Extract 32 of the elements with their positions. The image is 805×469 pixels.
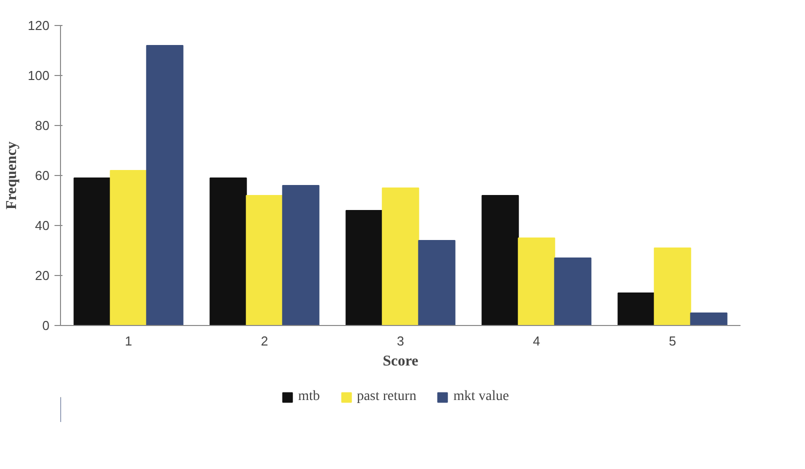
bar [418,240,456,326]
bar [618,292,655,326]
bar [146,45,184,326]
y-tick-label: 80 [35,118,50,133]
y-tick-label: 120 [28,18,50,33]
bar [210,178,247,326]
bar [74,178,111,326]
bar [690,312,728,326]
legend-label: mtb [298,389,320,405]
y-axis-title: Frequency [4,140,20,210]
x-tick-label: 1 [124,334,132,348]
y-tick-label: 20 [35,268,50,283]
y-tick-label: 40 [35,218,50,233]
bar [346,210,383,326]
y-tick-label: 60 [35,168,50,183]
x-tick-label: 5 [668,334,676,348]
bar [282,185,320,326]
bar [246,195,284,326]
bar [654,248,692,326]
bar [110,170,148,326]
bar [482,195,519,326]
bar [382,188,420,326]
x-axis-title: Score [382,354,419,370]
y-tick-label: 0 [42,318,50,333]
x-tick-label: 4 [532,334,540,348]
legend-label: mkt value [453,389,509,405]
bar [518,238,556,326]
x-tick-label: 2 [260,334,268,348]
x-tick-label: 3 [396,334,404,348]
y-tick-label: 100 [28,68,50,83]
bar [554,258,592,326]
legend-label: past return [356,389,416,405]
